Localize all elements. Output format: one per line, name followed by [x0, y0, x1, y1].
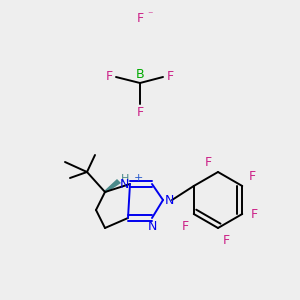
Polygon shape [104, 179, 121, 193]
Text: F: F [251, 208, 258, 220]
Text: F: F [204, 155, 211, 169]
Text: F: F [136, 106, 144, 119]
Text: F: F [249, 169, 256, 182]
Text: F: F [222, 233, 230, 247]
Text: N: N [147, 220, 157, 232]
Text: F: F [105, 70, 112, 83]
Text: F: F [136, 11, 144, 25]
Text: N: N [119, 178, 129, 191]
Text: B: B [136, 68, 144, 80]
Text: ⁻: ⁻ [147, 10, 153, 20]
Text: F: F [167, 70, 174, 83]
Text: +: + [133, 173, 143, 183]
Text: N: N [164, 194, 174, 206]
Text: H: H [121, 174, 129, 184]
Text: F: F [182, 220, 189, 232]
